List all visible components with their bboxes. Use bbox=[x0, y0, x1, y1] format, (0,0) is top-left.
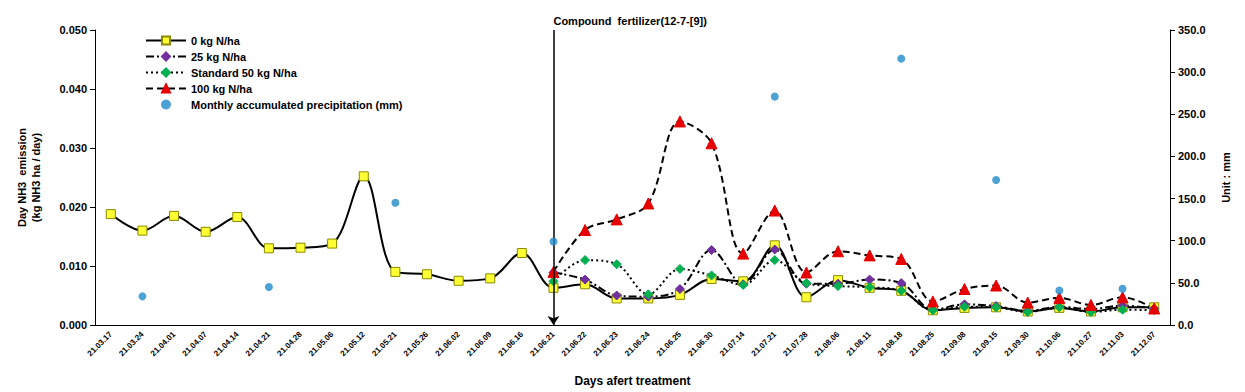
svg-text:0 kg N/ha: 0 kg N/ha bbox=[191, 35, 241, 47]
svg-text:150.0: 150.0 bbox=[1178, 193, 1206, 205]
svg-text:21.06.16: 21.06.16 bbox=[497, 329, 526, 358]
svg-text:21.06.23: 21.06.23 bbox=[592, 329, 621, 358]
svg-text:21.08.06: 21.08.06 bbox=[813, 329, 842, 358]
svg-text:21.09.15: 21.09.15 bbox=[971, 329, 1000, 358]
svg-text:21.06.25: 21.06.25 bbox=[655, 329, 684, 358]
svg-text:50.0: 50.0 bbox=[1178, 277, 1199, 289]
svg-text:21.04.07: 21.04.07 bbox=[180, 329, 209, 358]
svg-text:21.07.21: 21.07.21 bbox=[750, 329, 779, 358]
svg-text:21.08.25: 21.08.25 bbox=[908, 329, 937, 358]
svg-text:21.08.11: 21.08.11 bbox=[845, 329, 873, 357]
svg-text:25 kg N/ha: 25 kg N/ha bbox=[191, 51, 247, 63]
svg-text:21.05.12: 21.05.12 bbox=[339, 329, 368, 358]
svg-text:21.09.08: 21.09.08 bbox=[939, 329, 968, 358]
svg-text:21.04.28: 21.04.28 bbox=[275, 329, 304, 358]
svg-text:21.07.14: 21.07.14 bbox=[718, 329, 747, 358]
svg-text:0.010: 0.010 bbox=[59, 260, 87, 272]
svg-text:21.06.22: 21.06.22 bbox=[560, 329, 589, 358]
svg-text:21.04.14: 21.04.14 bbox=[212, 329, 241, 358]
svg-text:Days afert treatment: Days afert treatment bbox=[574, 374, 690, 388]
svg-text:21.11.03: 21.11.03 bbox=[1098, 329, 1126, 357]
svg-text:100.0: 100.0 bbox=[1178, 235, 1206, 247]
svg-text:300.0: 300.0 bbox=[1178, 66, 1206, 78]
svg-text:21.05.21: 21.05.21 bbox=[370, 329, 399, 358]
svg-text:21.10.06: 21.10.06 bbox=[1034, 329, 1063, 358]
svg-text:21.09.30: 21.09.30 bbox=[1003, 329, 1032, 358]
svg-text:21.04.21: 21.04.21 bbox=[244, 329, 273, 358]
svg-text:21.10.27: 21.10.27 bbox=[1066, 329, 1095, 358]
svg-text:21.08.18: 21.08.18 bbox=[876, 329, 905, 358]
svg-text:21.06.24: 21.06.24 bbox=[623, 329, 652, 358]
svg-text:Day NH3 emission: Day NH3 emission bbox=[16, 128, 28, 227]
svg-text:0.0: 0.0 bbox=[1178, 319, 1193, 331]
svg-text:0.050: 0.050 bbox=[59, 24, 87, 36]
svg-text:21.06.02: 21.06.02 bbox=[433, 329, 462, 358]
svg-text:Standard 50 kg N/ha: Standard 50 kg N/ha bbox=[191, 67, 298, 79]
svg-text:21.03.17: 21.03.17 bbox=[86, 329, 115, 358]
svg-text:250.0: 250.0 bbox=[1178, 108, 1206, 120]
svg-text:21.05.26: 21.05.26 bbox=[402, 329, 431, 358]
svg-text:21.07.28: 21.07.28 bbox=[781, 329, 810, 358]
svg-text:Compound fertilizer(12-7-[9]): Compound fertilizer(12-7-[9]) bbox=[553, 15, 707, 27]
svg-text:0.020: 0.020 bbox=[59, 201, 87, 213]
svg-text:21.06.30: 21.06.30 bbox=[686, 329, 715, 358]
svg-text:21.06.09: 21.06.09 bbox=[465, 329, 494, 358]
svg-text:21.03.24: 21.03.24 bbox=[117, 329, 146, 358]
svg-text:Monthly accumulated precipitat: Monthly accumulated precipitation (mm) bbox=[191, 99, 403, 111]
svg-text:0.000: 0.000 bbox=[59, 319, 87, 331]
svg-text:21.04.01: 21.04.01 bbox=[149, 329, 178, 358]
svg-text:200.0: 200.0 bbox=[1178, 150, 1206, 162]
svg-text:0.030: 0.030 bbox=[59, 142, 87, 154]
svg-text:(kg NH3 ha / day): (kg NH3 ha / day) bbox=[30, 133, 42, 223]
svg-text:100 kg N/ha: 100 kg N/ha bbox=[191, 83, 253, 95]
svg-text:350.0: 350.0 bbox=[1178, 24, 1206, 36]
svg-text:21.06.21: 21.06.21 bbox=[528, 329, 557, 358]
svg-text:21.12.07: 21.12.07 bbox=[1129, 329, 1158, 358]
svg-text:21.05.06: 21.05.06 bbox=[307, 329, 336, 358]
svg-text:0.040: 0.040 bbox=[59, 83, 87, 95]
svg-text:Unit : mm: Unit : mm bbox=[1220, 152, 1232, 203]
